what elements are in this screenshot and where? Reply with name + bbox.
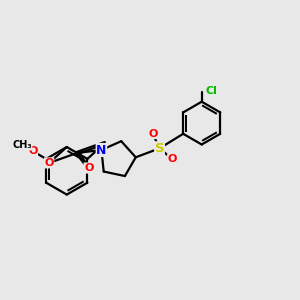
Text: N: N xyxy=(96,143,106,157)
Text: Cl: Cl xyxy=(205,86,217,96)
Text: O: O xyxy=(44,158,54,168)
Text: O: O xyxy=(28,146,38,156)
Text: O: O xyxy=(168,154,177,164)
Text: O: O xyxy=(148,128,158,139)
Text: O: O xyxy=(84,163,94,173)
Text: S: S xyxy=(155,142,164,155)
Text: CH₃: CH₃ xyxy=(12,140,32,150)
